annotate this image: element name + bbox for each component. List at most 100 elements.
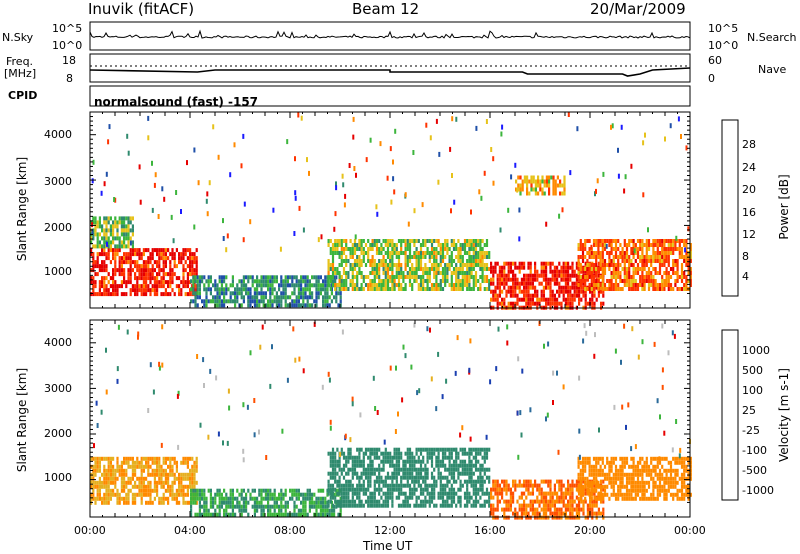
power-panel-scatter-cell [605,243,608,249]
velocity-panel-cell [428,491,431,496]
velocity-panel-cell [264,504,267,509]
velocity-panel-cell [329,455,332,460]
power-panel-cell [145,280,148,285]
velocity-panel-cell [184,460,187,465]
power-panel-cell [315,275,318,280]
power-panel-cell [201,275,204,280]
velocity-panel-cell [178,472,181,477]
power-panel-cell [415,263,418,267]
power-panel-cell [275,295,278,300]
velocity-panel-cell [397,447,401,452]
power-panel-cell [375,287,379,291]
velocity-panel-cell [120,484,123,489]
power-panel-cell [602,289,605,294]
power-panel-cell [373,287,376,291]
power-panel-cell [207,279,210,284]
velocity-panel-cell [406,499,409,504]
power-panel-cell [645,243,648,247]
power-panel-cell [175,248,178,253]
power-panel-cell [345,247,348,251]
velocity-panel-cell [525,515,528,520]
power-panel-cell [186,284,189,289]
velocity-panel-cell [147,492,150,497]
power-panel-cell [109,276,112,281]
power-panel-cell [96,256,99,261]
power-panel-cell [663,283,666,287]
velocity-panel-cell [505,479,508,484]
power-panel-cell [125,260,128,265]
power-panel-scatter-cell [680,134,682,139]
power-panel-cell [652,259,655,263]
power-panel-cell [579,283,582,287]
velocity-panel-cell [450,499,453,504]
velocity-panel-cell [437,455,440,460]
power-panel-cell [193,252,196,257]
power-panel-cell [578,293,581,298]
power-panel-cell [103,264,106,269]
velocity-panel-cell [400,475,403,480]
power-panel-cell [326,295,329,300]
velocity-panel-cell [191,468,194,473]
power-panel-cell [617,287,620,291]
power-panel-cell [579,275,582,279]
power-panel-cell [160,256,163,261]
power-panel-cell [415,247,418,251]
power-panel-cell [293,303,296,308]
velocity-panel-cell [452,475,456,480]
power-panel-cell [280,279,283,284]
velocity-panel-cell [430,475,434,480]
power-panel-cell [483,279,486,283]
power-panel-cell [492,281,495,286]
velocity-panel-cell [474,459,478,464]
velocity-panel-cell [498,487,501,492]
velocity-panel-cell [433,487,436,492]
velocity-panel-cell [577,488,580,493]
velocity-panel-cell [509,487,512,492]
velocity-panel-cell [380,495,383,500]
velocity-panel-cell [457,455,460,460]
power-panel-cell [234,299,237,304]
velocity-panel-cell [413,479,416,484]
power-panel-cell [291,283,294,288]
velocity-panel-cell [351,483,354,488]
velocity-panel-cell [334,499,337,504]
power-panel-scatter-cell [407,221,410,227]
velocity-panel-cell [571,511,574,516]
power-panel-cell [466,271,469,275]
power-panel-cell [269,279,272,284]
power-panel-cell [575,281,578,286]
power-panel-cell [98,216,101,221]
velocity-panel-cell [466,495,469,500]
velocity-panel-cell [584,476,587,481]
power-panel-cell [556,183,559,188]
velocity-panel-cell [437,495,440,500]
power-panel-cell [389,243,392,247]
power-panel-cell [242,295,245,300]
power-panel-cell [195,248,198,253]
velocity-panel-cell [345,471,348,476]
velocity-panel-cell [140,468,143,473]
velocity-panel-cell [136,460,139,465]
velocity-panel-cell [586,460,589,465]
power-panel-cell [209,275,212,280]
velocity-panel-cell [212,500,215,505]
velocity-panel-cell [575,515,578,520]
velocity-panel-cell [466,463,469,468]
velocity-panel-cell [171,484,174,489]
power-panel-cell [371,271,374,275]
power-panel-cell [216,291,219,296]
power-panel-cell [680,271,684,275]
power-panel-cell [643,283,646,287]
velocity-panel-cell [435,463,438,468]
power-panel-cell [196,283,199,288]
velocity-panel-cell [461,467,464,472]
velocity-panel-cell [382,503,385,508]
velocity-panel-cell [225,504,228,509]
power-panel-cell [463,247,467,251]
power-panel-scatter-cell [379,141,382,147]
velocity-panel-cell [534,507,537,512]
velocity-panel-cell [336,471,339,476]
velocity-panel-cell [426,467,429,472]
velocity-panel-cell [145,492,148,497]
power-panel-cell [437,271,440,275]
